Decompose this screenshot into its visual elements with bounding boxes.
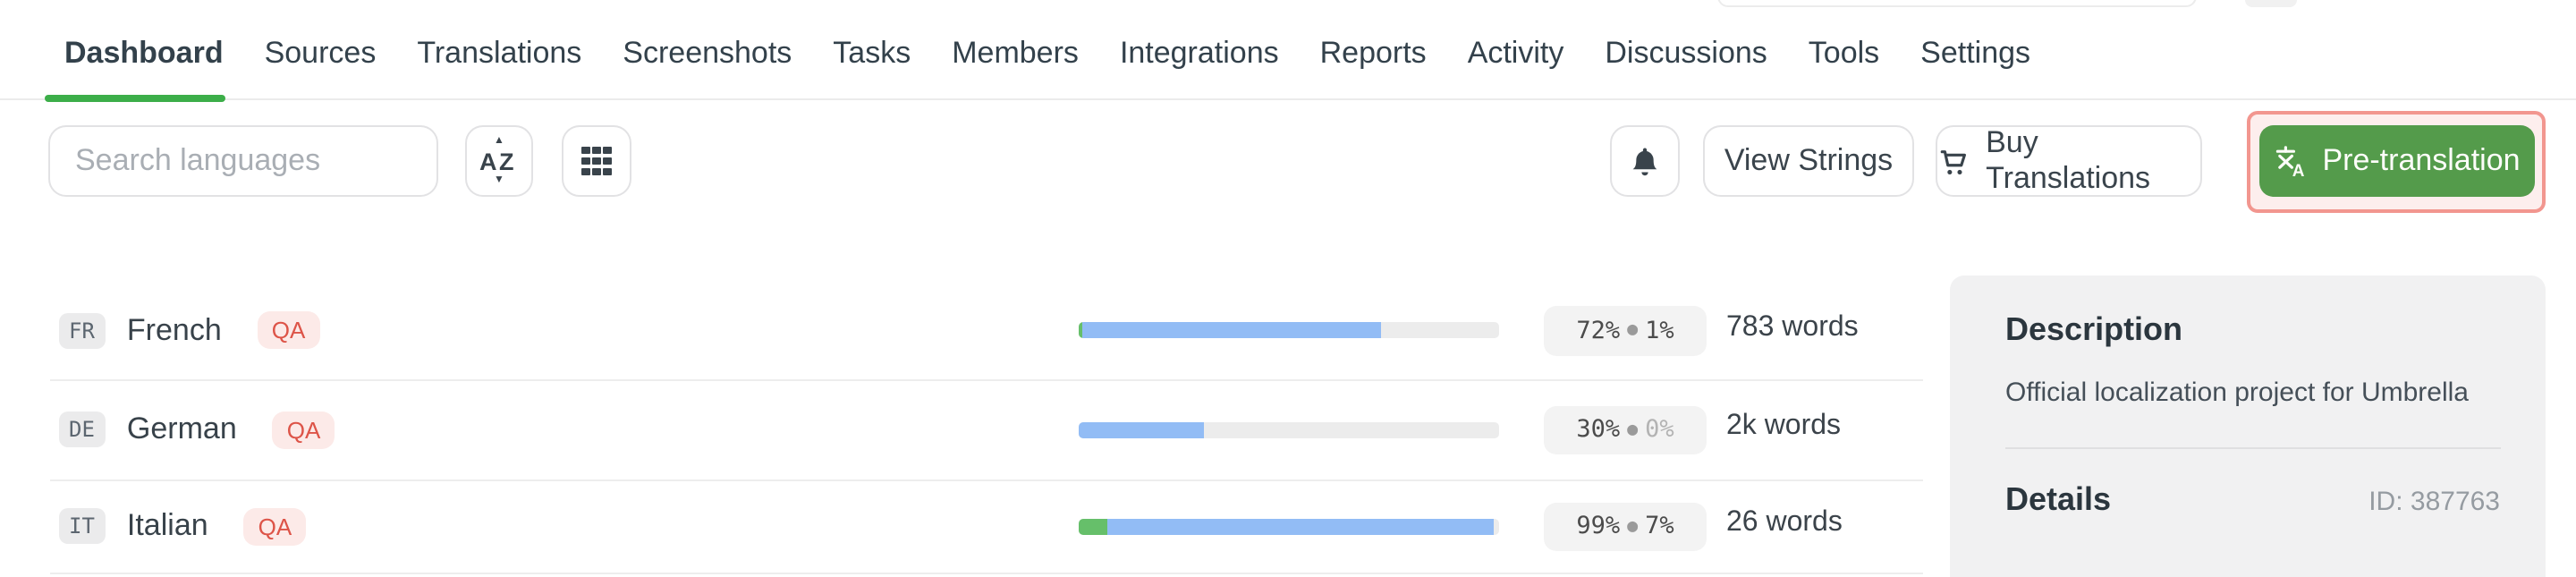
project-details-card: Description Official localization projec… [1950,276,2545,577]
card-divider [2005,447,2500,449]
pre-translation-button[interactable]: A Pre-translation [2258,125,2534,197]
qa-badge[interactable]: QA [257,311,320,350]
grid-view-icon [581,146,611,176]
progress-approved [1078,518,1107,535]
svg-text:A: A [2292,162,2305,179]
dot-separator: ● [1627,516,1639,537]
dot-separator: ● [1627,320,1639,341]
tab-screenshots[interactable]: Screenshots [623,35,792,69]
description-title: Description [2005,311,2183,347]
translated-percent: 99% [1576,512,1621,541]
progress-percent-badge: 30% ● 0% [1544,405,1707,454]
cutoff-header-button [2245,0,2297,7]
pre-translation-label: Pre-translation [2322,143,2521,177]
approved-percent: 7% [1645,512,1674,541]
approved-percent: 1% [1645,316,1674,345]
language-name: Italian [126,508,208,543]
progress-translated [1106,518,1495,535]
project-id: ID: 387763 [2368,487,2500,517]
word-count: 26 words [1726,507,1843,539]
cart-icon [1940,149,1966,174]
qa-badge[interactable]: QA [243,507,307,546]
tab-reports[interactable]: Reports [1319,35,1427,69]
tab-translations[interactable]: Translations [417,35,582,69]
translate-icon: A [2276,146,2305,179]
tab-activity[interactable]: Activity [1467,35,1564,69]
buy-translations-button[interactable]: Buy Translations [1936,125,2201,197]
progress-translated [1081,322,1381,339]
tab-integrations[interactable]: Integrations [1119,35,1279,69]
word-count: 2k words [1726,411,1842,442]
progress-approved [1078,322,1082,339]
sort-alphabetical-button[interactable]: A Z ▲ ▼ [465,125,533,197]
language-row[interactable]: FR French QA 72% ● 1% 783 words [49,282,1923,381]
notification-bell-icon [1632,147,1657,175]
language-row[interactable]: IT Italian QA 99% ● 7% 26 words [49,480,1923,574]
notifications-button[interactable] [1610,125,1680,197]
translated-percent: 30% [1576,415,1621,445]
view-strings-label: View Strings [1724,143,1894,177]
language-code-badge: FR [58,312,106,349]
tab-settings[interactable]: Settings [1920,35,2031,69]
language-code-badge: DE [58,412,106,448]
progress-bar [1078,322,1498,339]
view-strings-button[interactable]: View Strings [1703,125,1914,197]
description-body: Official localization project for Umbrel… [2005,378,2469,408]
progress-bar [1078,421,1498,438]
language-code-badge: IT [58,508,106,545]
translated-percent: 72% [1576,316,1621,345]
word-count: 783 words [1726,311,1859,343]
search-input[interactable] [48,125,438,197]
tab-dashboard[interactable]: Dashboard [45,6,225,101]
language-name: French [126,312,222,347]
grid-view-button[interactable] [562,125,631,197]
sort-alphabetical-icon: A Z ▲ ▼ [479,136,514,186]
dot-separator: ● [1627,420,1639,440]
tab-discussions[interactable]: Discussions [1605,35,1767,69]
tab-members[interactable]: Members [952,35,1079,69]
progress-percent-badge: 99% ● 7% [1544,502,1707,551]
tab-tools[interactable]: Tools [1808,35,1880,69]
buy-translations-label: Buy Translations [1986,125,2151,195]
progress-percent-badge: 72% ● 1% [1544,306,1707,355]
approved-percent: 0% [1645,415,1674,445]
project-nav: Dashboard Sources Translations Screensho… [0,0,2576,101]
language-list: FR French QA 72% ● 1% 783 words DE Germa… [49,282,1923,574]
progress-bar [1078,518,1498,535]
qa-badge[interactable]: QA [272,411,335,449]
details-title: Details [2005,481,2112,517]
language-row[interactable]: DE German QA 30% ● 0% 2k words [49,381,1923,480]
tab-sources[interactable]: Sources [264,35,377,69]
progress-translated [1078,421,1204,438]
tab-tasks[interactable]: Tasks [833,35,911,69]
language-name: German [126,412,237,446]
